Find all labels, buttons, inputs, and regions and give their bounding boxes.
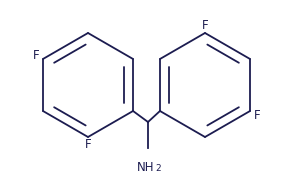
Text: NH: NH bbox=[137, 161, 155, 174]
Text: F: F bbox=[202, 18, 208, 32]
Text: 2: 2 bbox=[155, 164, 161, 173]
Text: F: F bbox=[33, 49, 39, 62]
Text: F: F bbox=[254, 108, 260, 122]
Text: F: F bbox=[85, 139, 91, 151]
